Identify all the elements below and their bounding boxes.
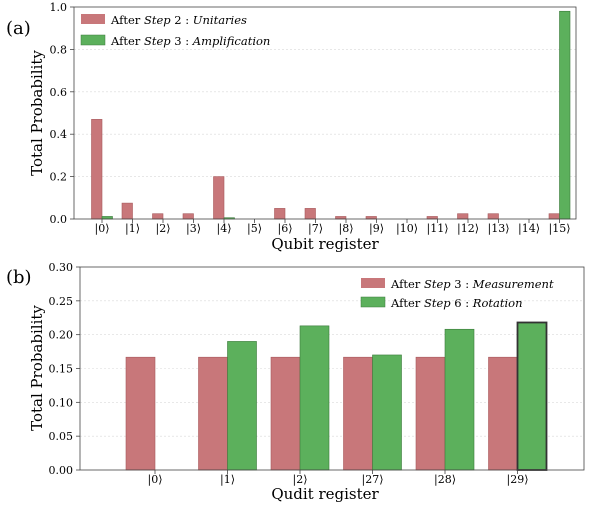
legend-label-unitaries: After Step 2 : Unitaries <box>110 13 247 27</box>
bar-series1 <box>548 213 560 220</box>
ytick-label: 0.2 <box>50 171 68 184</box>
bar-series2 <box>299 325 330 471</box>
xtick-label: |0⟩ <box>95 222 110 236</box>
ytick-label: 0.4 <box>50 128 68 141</box>
panel-a: (a) Total Probability Qubit register 0.0… <box>6 1 577 253</box>
bar-series1 <box>457 213 469 220</box>
xtick-label: |11⟩ <box>427 222 449 236</box>
xtick-label: |9⟩ <box>369 222 384 236</box>
legend-label-measurement: After Step 3 : Measurement <box>390 277 554 291</box>
bar-series1 <box>270 356 301 471</box>
xtick-label: |14⟩ <box>518 222 540 236</box>
panel-b-xlabel: Qudit register <box>271 485 379 503</box>
xtick-label: |12⟩ <box>457 222 479 236</box>
xtick-label: |3⟩ <box>186 222 201 236</box>
ytick-label: 0.20 <box>49 329 74 342</box>
bar-series1 <box>91 119 103 220</box>
panel-b-yticks: 0.00 0.05 0.10 0.15 0.20 0.25 0.30 <box>49 261 80 477</box>
panel-a-ylabel: Total Probability <box>28 50 46 176</box>
xtick-label: |13⟩ <box>488 222 510 236</box>
xtick-label: |27⟩ <box>362 473 384 487</box>
bar-series1 <box>182 213 194 220</box>
panel-a-xlabel: Qubit register <box>271 235 379 253</box>
ytick-label: 0.30 <box>49 261 74 274</box>
legend-swatch-rotation <box>360 296 386 308</box>
bar-series1 <box>125 356 156 471</box>
ytick-label: 0.10 <box>49 396 74 409</box>
panel-a-gridlines <box>74 49 576 177</box>
bar-series1 <box>415 356 446 471</box>
bar-series1 <box>213 176 225 220</box>
bar-series1 <box>152 213 164 220</box>
legend-swatch-measurement <box>361 278 385 288</box>
ytick-label: 0.15 <box>49 363 74 376</box>
legend-label-rotation: After Step 6 : Rotation <box>390 296 523 310</box>
ytick-label: 0.25 <box>49 295 74 308</box>
bar-series1 <box>488 356 518 471</box>
xtick-label: |6⟩ <box>278 222 293 236</box>
ytick-label: 0.05 <box>49 430 74 443</box>
bar-series1 <box>198 356 228 471</box>
bar-series1 <box>487 213 499 220</box>
legend-label-amplification: After Step 3 : Amplification <box>110 34 270 48</box>
xtick-label: |7⟩ <box>308 222 323 236</box>
xtick-label: |0⟩ <box>148 473 163 487</box>
bar-series1 <box>343 356 373 471</box>
xtick-label: |28⟩ <box>434 473 456 487</box>
xtick-label: |5⟩ <box>247 222 262 236</box>
ytick-label: 0.0 <box>50 213 68 226</box>
panel-a-legend: After Step 2 : Unitaries After Step 3 : … <box>80 13 270 48</box>
panel-b-label: (b) <box>6 267 32 288</box>
xtick-label: |15⟩ <box>549 222 571 236</box>
bar-series2 <box>227 341 257 471</box>
xtick-label: |10⟩ <box>396 222 418 236</box>
panel-a-frame <box>73 6 577 220</box>
panel-b-bars <box>125 321 548 471</box>
legend-swatch-amplification <box>80 34 106 46</box>
panel-a-xticks: |0⟩ |1⟩ |2⟩ |3⟩ |4⟩ |5⟩ |6⟩ |7⟩ |8⟩ |9⟩ |10⟩ |11⟩ |1… <box>95 219 571 236</box>
xtick-label: |1⟩ <box>220 473 235 487</box>
panel-a-yticks: 0.0 0.2 0.4 0.6 0.8 1.0 <box>50 1 74 226</box>
panel-b-legend: After Step 3 : Measurement After Step 6 … <box>360 277 554 310</box>
xtick-label: |2⟩ <box>293 473 308 487</box>
bar-series1 <box>121 202 133 220</box>
xtick-label: |29⟩ <box>507 473 529 487</box>
panel-b: (b) Total Probability Qudit register 0.0… <box>6 261 585 503</box>
panel-a-label: (a) <box>6 18 31 39</box>
bar-series2 <box>444 328 475 471</box>
bar-series1 <box>304 208 316 220</box>
xtick-label: |2⟩ <box>156 222 171 236</box>
bar-series2 <box>516 321 548 471</box>
bar-series1 <box>274 208 286 220</box>
bar-series2 <box>372 354 402 471</box>
ytick-label: 0.6 <box>50 86 68 99</box>
xtick-label: |8⟩ <box>339 222 354 236</box>
bar-series2 <box>559 10 571 220</box>
ytick-label: 0.00 <box>49 464 74 477</box>
panel-b-frame <box>79 266 585 471</box>
ytick-label: 0.8 <box>50 43 68 56</box>
panel-a-bars <box>91 10 571 220</box>
xtick-label: |1⟩ <box>125 222 140 236</box>
ytick-label: 1.0 <box>50 1 68 14</box>
xtick-label: |4⟩ <box>217 222 232 236</box>
legend-swatch-unitaries <box>81 14 105 24</box>
panel-b-ylabel: Total Probability <box>28 305 46 431</box>
panel-b-xticks: |0⟩ |1⟩ |2⟩ |27⟩ |28⟩ |29⟩ <box>148 470 529 487</box>
